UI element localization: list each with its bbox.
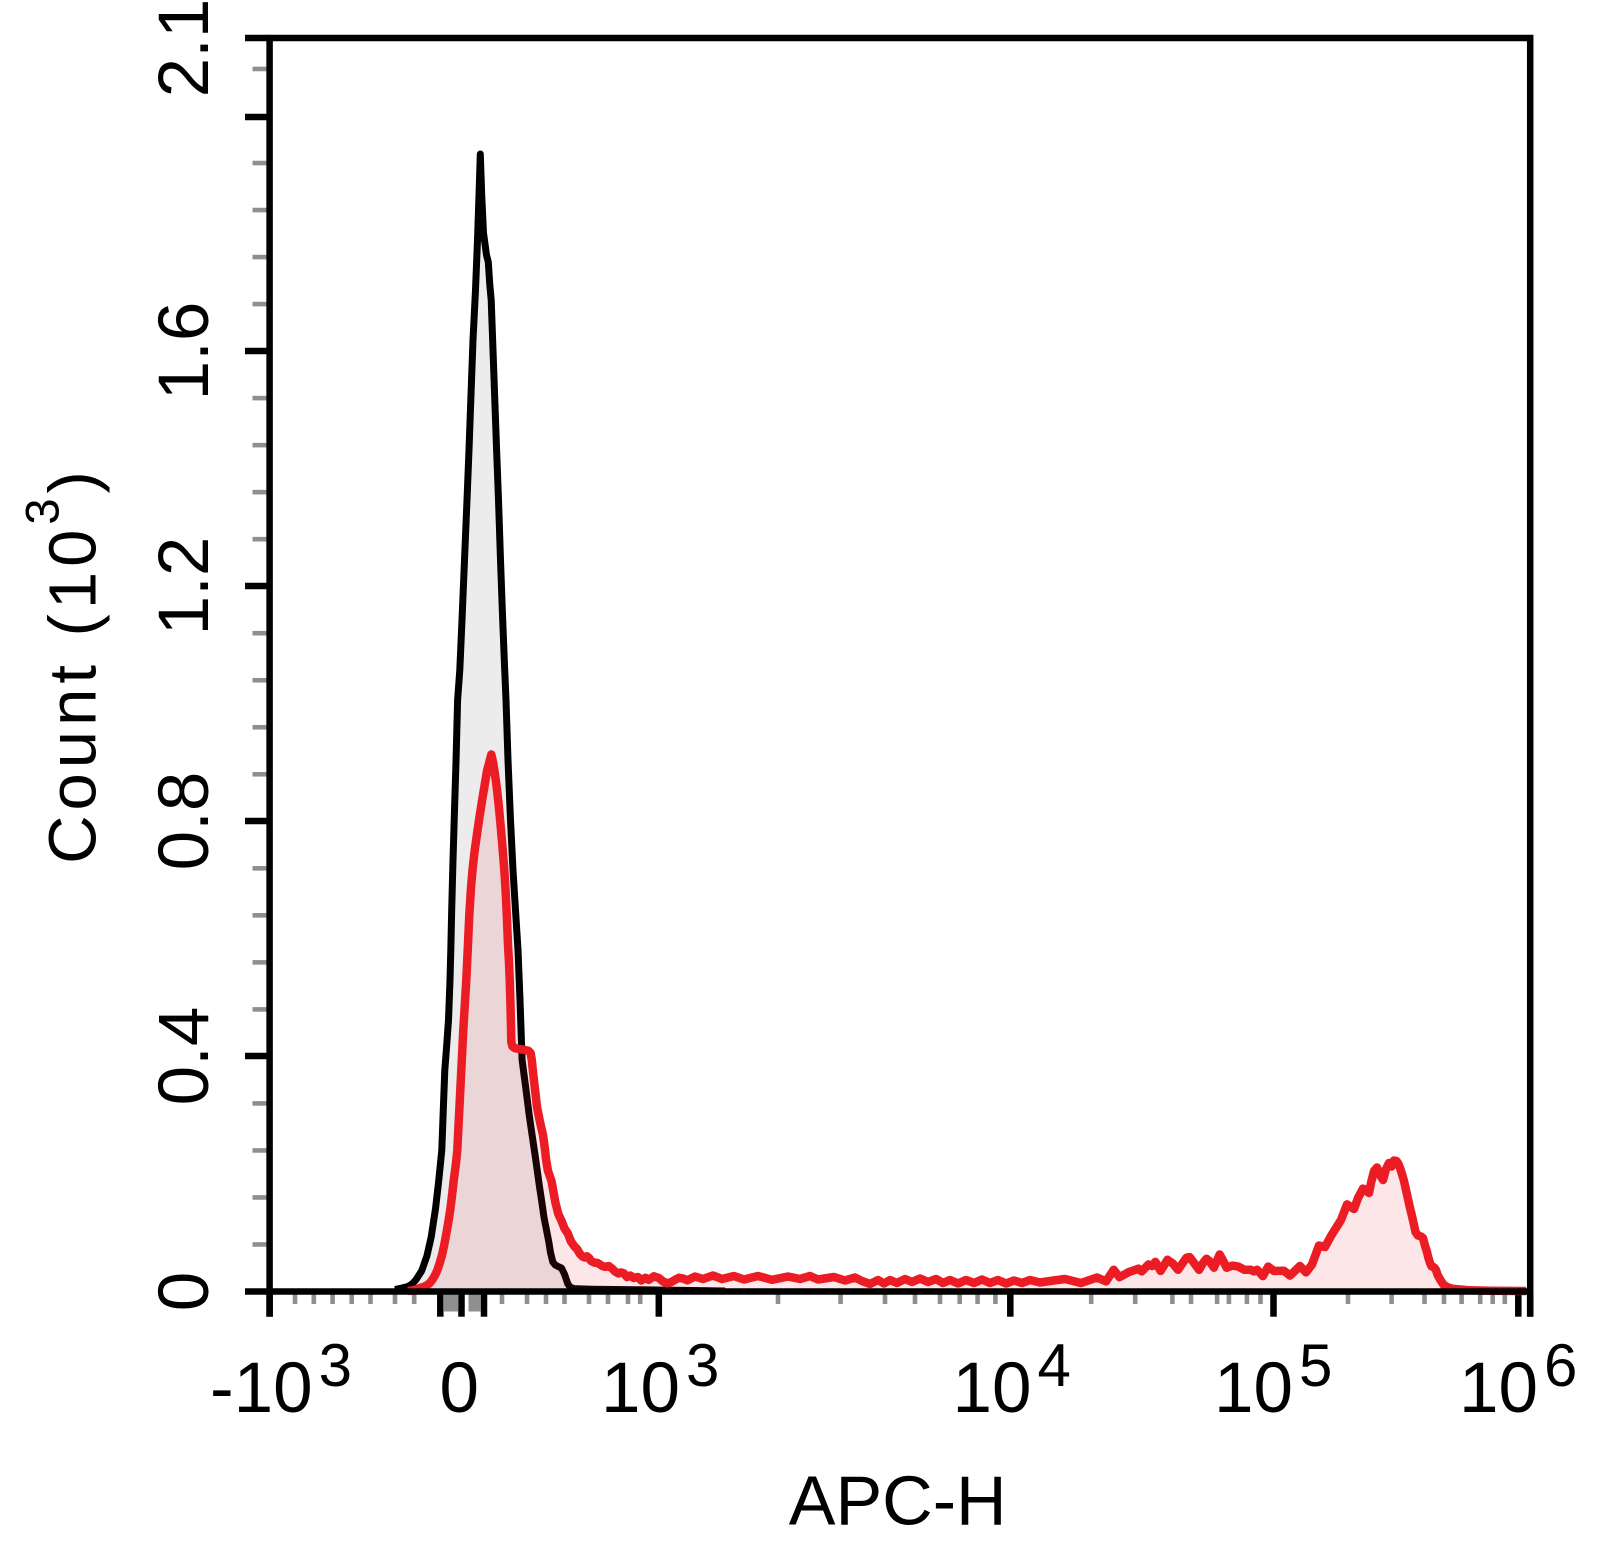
svg-text:0.8: 0.8 <box>145 772 224 871</box>
svg-text:2.1: 2.1 <box>145 0 224 97</box>
svg-text:1.2: 1.2 <box>145 537 224 636</box>
svg-text:0.4: 0.4 <box>145 1007 224 1106</box>
svg-text:0: 0 <box>145 1272 224 1312</box>
svg-text:1.6: 1.6 <box>145 302 224 401</box>
svg-text:0: 0 <box>440 1349 480 1428</box>
svg-text:APC-H: APC-H <box>789 1462 1007 1540</box>
